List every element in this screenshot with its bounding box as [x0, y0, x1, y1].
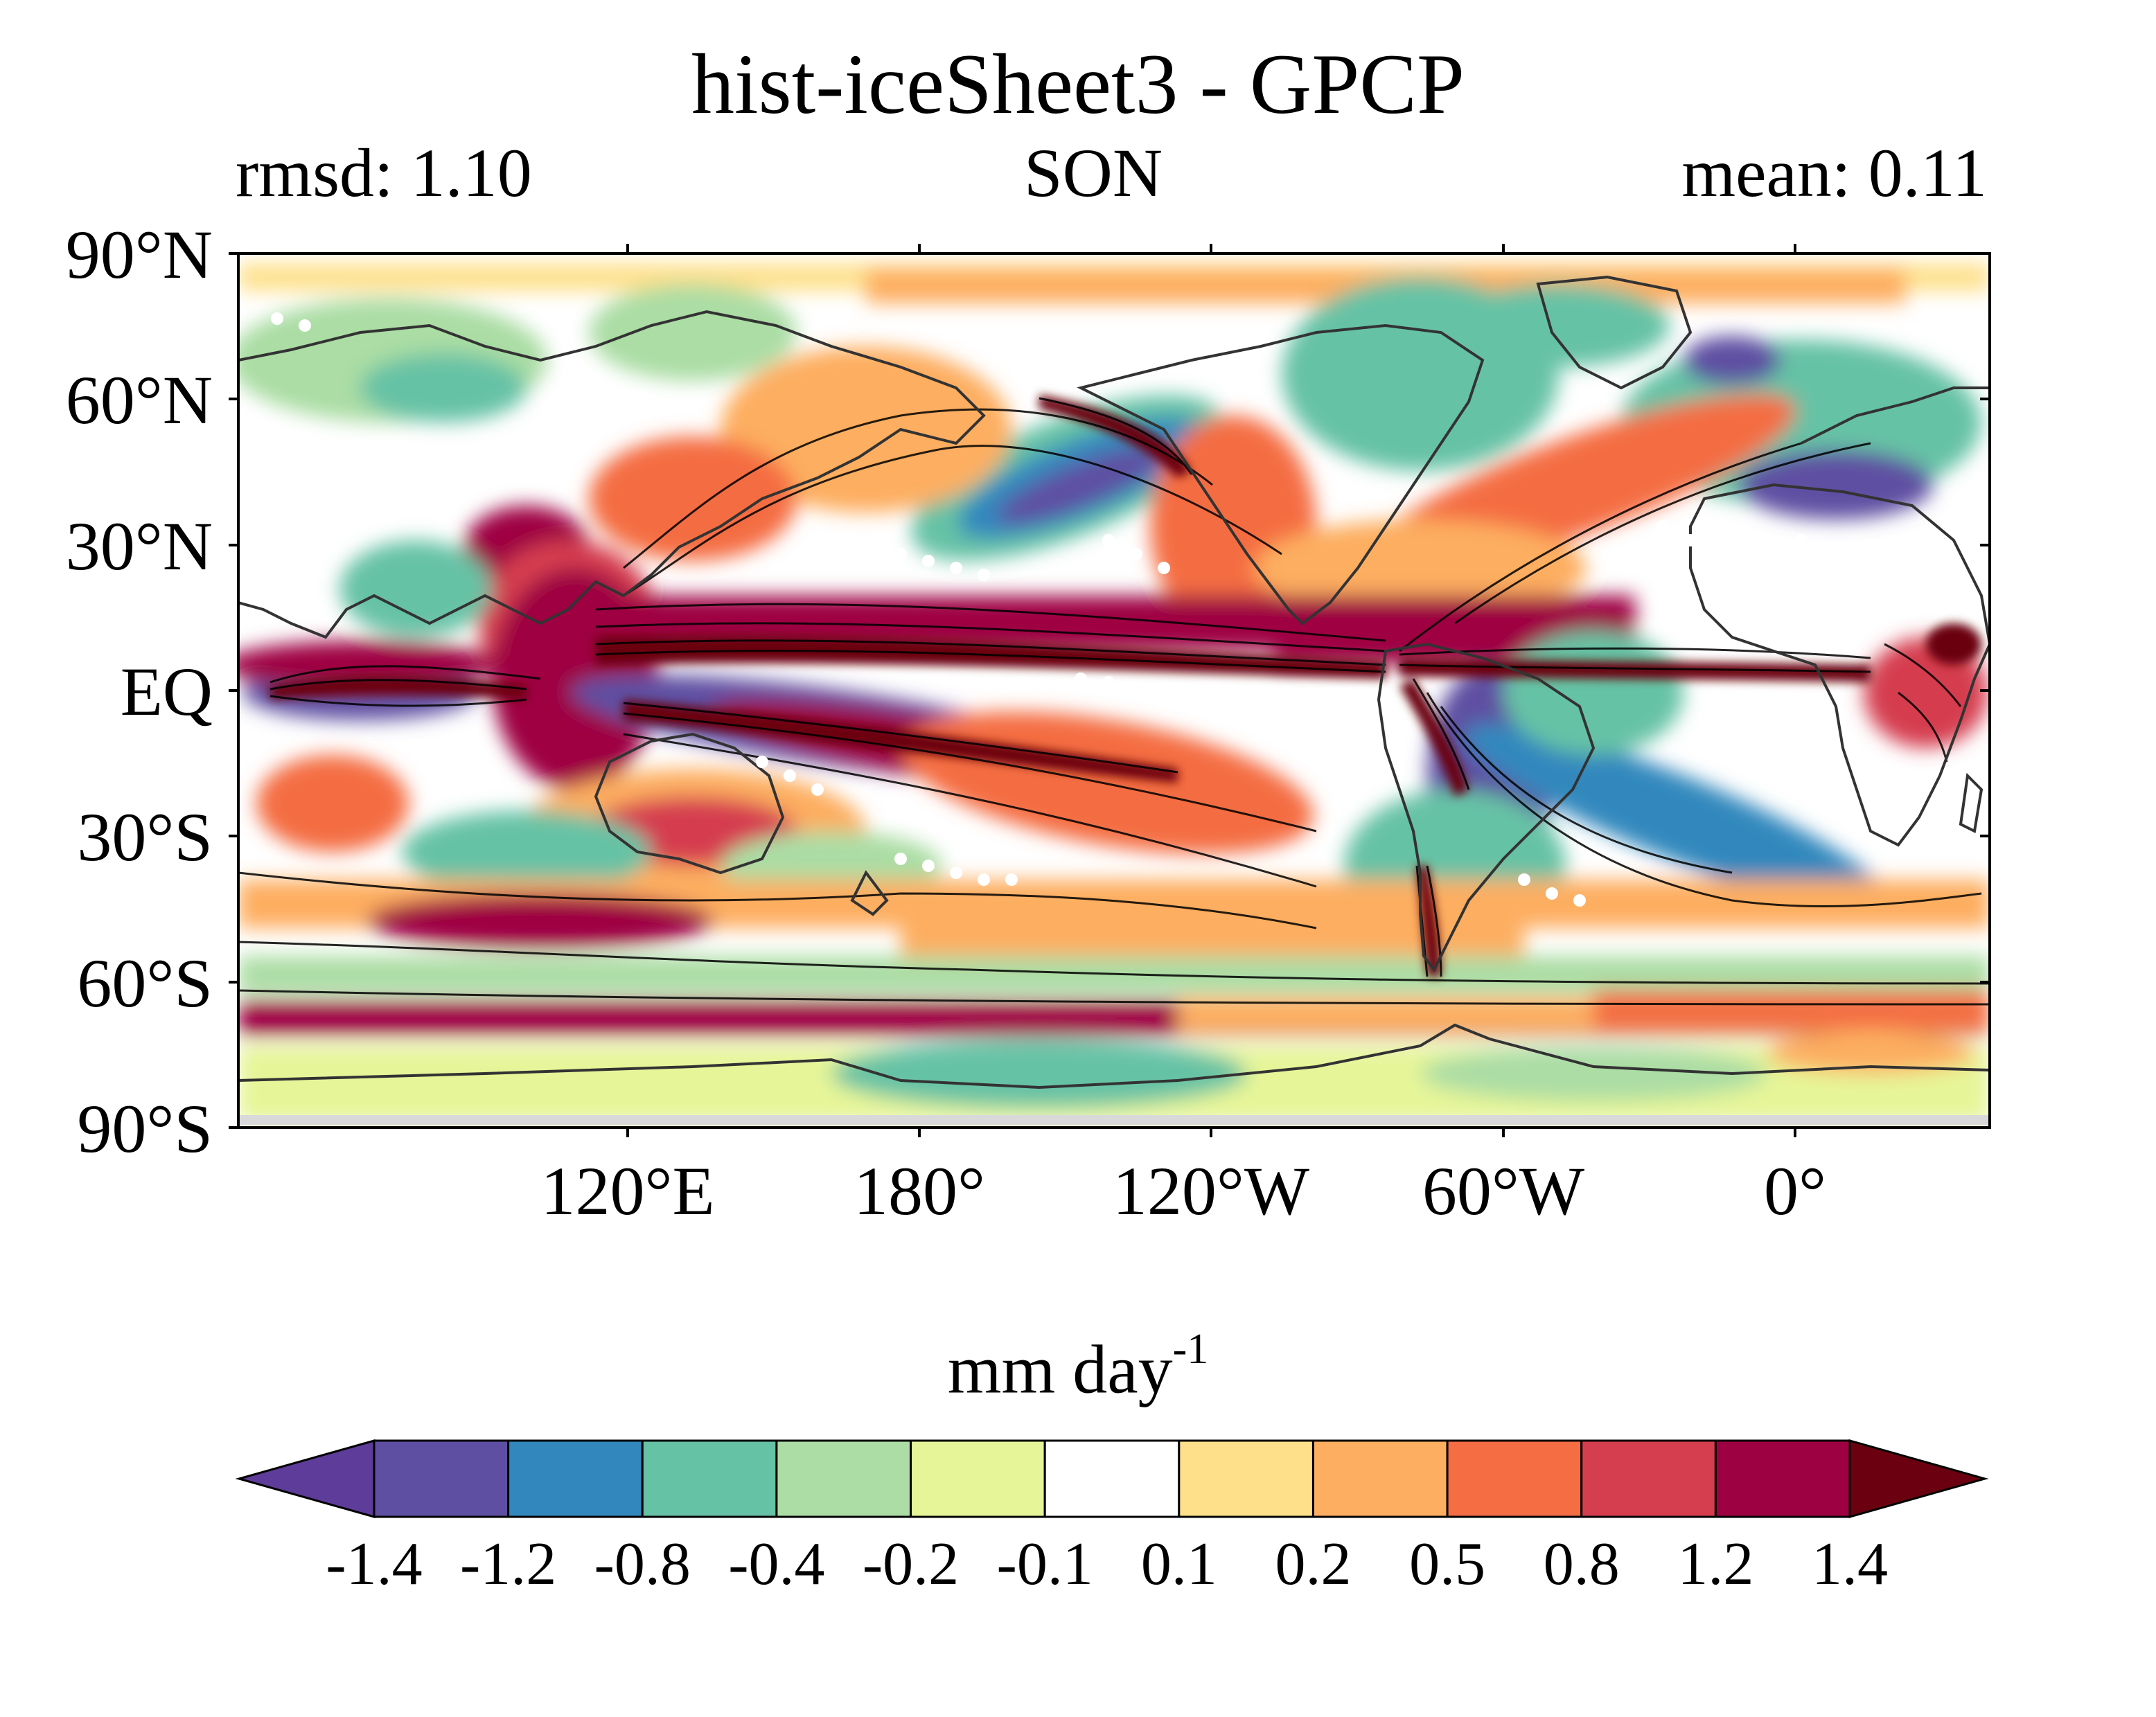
colorbar-tick-label: 0.2	[1275, 1531, 1352, 1598]
colorbar-swatch	[775, 1439, 912, 1518]
colorbar-tick-label: -1.4	[326, 1531, 423, 1598]
lat-label-30n: 30°N	[65, 508, 213, 585]
colorbar-tick-label: -0.1	[996, 1531, 1093, 1598]
colorbar-tick-label: -1.2	[459, 1531, 557, 1598]
units-main: mm day	[947, 1331, 1173, 1408]
colorbar-units: mm day-1	[0, 1328, 2156, 1408]
colorbar-swatch	[1311, 1439, 1449, 1518]
colorbar-tick-label: 0.1	[1140, 1531, 1217, 1598]
colorbar-swatch	[910, 1439, 1046, 1518]
colorbar-swatch	[507, 1439, 644, 1518]
lat-label-eq: EQ	[120, 653, 213, 730]
colorbar-swatch	[641, 1439, 778, 1518]
lat-label-30s: 30°S	[77, 799, 213, 875]
colorbar-swatch	[1714, 1439, 1851, 1518]
colorbar-tick-label: 0.5	[1409, 1531, 1486, 1598]
lat-label-90n: 90°N	[65, 216, 213, 293]
colorbar-swatch	[373, 1439, 510, 1518]
colorbar-swatch	[1580, 1439, 1717, 1518]
colorbar	[235, 1439, 1989, 1518]
colorbar-swatch	[1446, 1439, 1583, 1518]
lon-label-0: 0°	[1764, 1153, 1826, 1229]
lat-label-90s: 90°S	[77, 1090, 213, 1167]
lon-label-60w: 60°W	[1422, 1153, 1585, 1229]
colorbar-tick-label: -0.8	[594, 1531, 691, 1598]
lon-label-180: 180°	[854, 1153, 985, 1229]
figure-title: hist-iceSheet3 - GPCP	[691, 37, 1465, 132]
season-label: SON	[1024, 134, 1163, 211]
units-exponent: -1	[1172, 1326, 1209, 1373]
lon-ticks	[626, 244, 1796, 1137]
colorbar-tick-label: -0.2	[862, 1531, 960, 1598]
colorbar-tick-label: -0.4	[728, 1531, 825, 1598]
lon-label-120w: 120°W	[1112, 1153, 1310, 1229]
colorbar-tick-label: 0.8	[1543, 1531, 1620, 1598]
precip-anomaly-field	[238, 253, 1990, 1128]
lat-ticks	[229, 252, 1990, 1129]
colorbar-extend-low	[235, 1439, 375, 1518]
coastlines	[238, 275, 1990, 1089]
colorbar-extend-high	[1848, 1439, 1989, 1518]
mean-label: mean: 0.11	[1681, 134, 1987, 211]
lat-label-60s: 60°S	[77, 945, 213, 1022]
colorbar-tick-label: 1.2	[1677, 1531, 1754, 1598]
lat-label-60n: 60°N	[65, 362, 213, 438]
lon-label-120e: 120°E	[540, 1153, 715, 1229]
colorbar-tick-label: 1.4	[1812, 1531, 1888, 1598]
rmsd-label: rmsd: 1.10	[236, 134, 532, 211]
significance-stippling	[271, 312, 1808, 907]
colorbar-swatch	[1178, 1439, 1314, 1518]
colorbar-swatch	[1043, 1439, 1181, 1518]
